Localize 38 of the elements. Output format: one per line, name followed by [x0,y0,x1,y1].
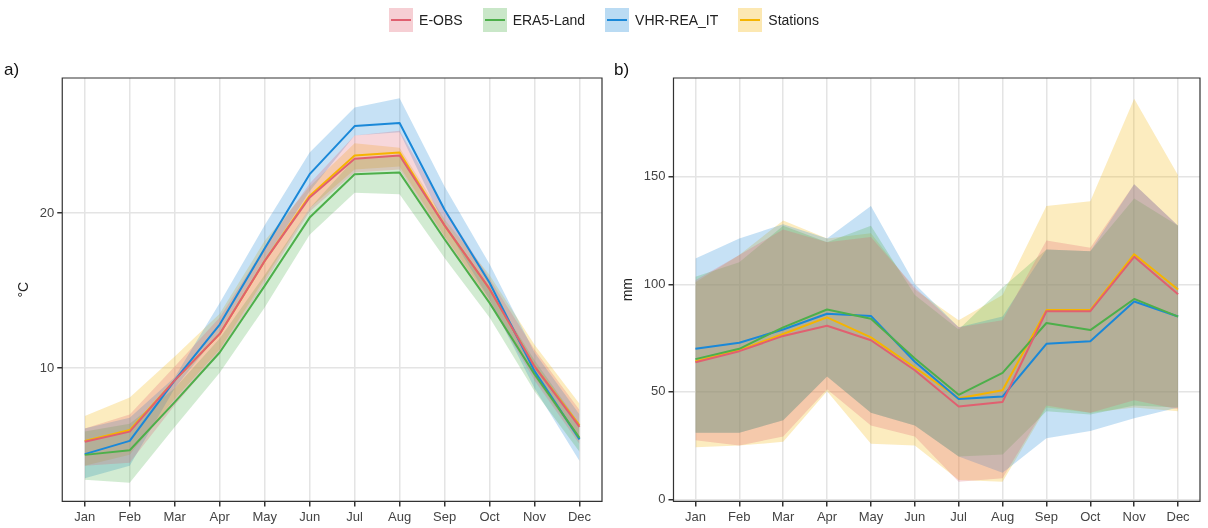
y-tick-label: 0 [658,490,666,506]
x-tick-label: Jan [684,508,706,524]
x-tick-label: Apr [816,508,838,524]
x-tick-label: Nov [1122,508,1147,524]
x-tick-label: May [252,508,278,524]
x-tick-label: Aug [388,508,412,524]
x-tick-label: Oct [1080,508,1101,524]
y-tick-label: 20 [39,204,55,220]
chart-title: b) [614,60,630,80]
y-tick-label: 50 [651,383,666,399]
x-tick-label: Feb [118,508,141,524]
y-tick-label: 150 [643,168,666,184]
x-tick-label: Aug [990,508,1015,524]
x-tick-label: Nov [522,508,547,524]
x-tick-label: Oct [479,508,501,524]
legend-label: ERA5-Land [512,12,586,28]
x-tick-label: Sep [433,508,457,524]
x-tick-label: Apr [209,508,231,524]
x-tick-label: Jun [904,508,926,524]
x-tick-label: Mar [771,508,796,524]
x-tick-label: Jan [74,508,96,524]
y-axis-title: mm [619,278,636,302]
y-tick-label: 100 [643,275,666,291]
legend-label: E-OBS [419,12,463,28]
x-tick-label: Dec [1166,508,1191,524]
x-tick-label: Jul [950,508,968,524]
x-tick-label: Jun [299,508,321,524]
x-tick-label: May [858,508,884,524]
x-tick-label: Mar [163,508,187,524]
y-axis-title: °C [15,281,32,298]
legend-label: VHR-REA_IT [635,12,719,28]
legend-label: Stations [768,12,819,28]
x-tick-label: Dec [567,508,592,524]
y-tick-label: 10 [39,359,55,375]
x-tick-label: Jul [346,508,364,524]
x-tick-label: Feb [728,508,751,524]
chart-title: a) [4,60,20,80]
x-tick-label: Sep [1034,508,1058,524]
